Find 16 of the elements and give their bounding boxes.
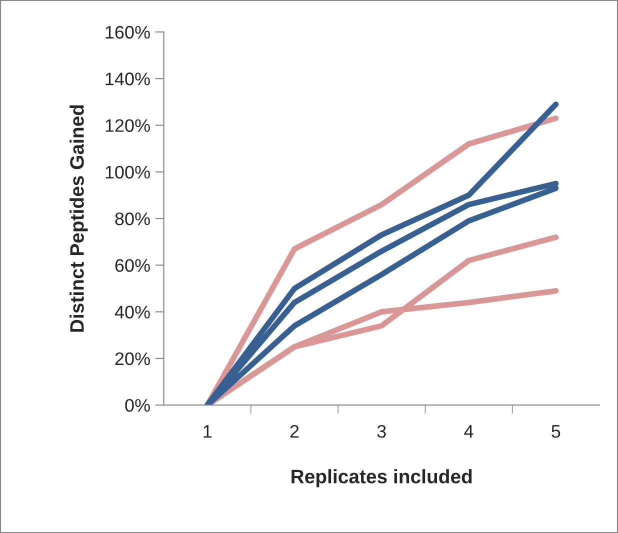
x-tick-label: 4 [464,425,474,438]
y-tick-label: 0% [125,399,150,412]
y-tick-label: 60% [115,259,150,272]
x-tick-label: 1 [204,425,212,438]
x-axis-title: Replicates included [292,469,472,488]
y-tick-label: 160% [106,26,150,39]
y-tick-label: 120% [106,119,150,132]
x-tick-label: 3 [377,425,386,438]
y-tick-label: 100% [106,166,150,179]
y-tick-label: 40% [114,306,150,319]
y-tick-label: 80% [115,212,150,226]
y-axis-title: Distinct Peptides Gained [70,105,88,332]
y-tick-label: 20% [115,352,150,366]
y-tick-label: 140% [106,72,150,86]
x-tick-label: 5 [552,425,560,438]
x-tick-label: 2 [290,425,299,438]
